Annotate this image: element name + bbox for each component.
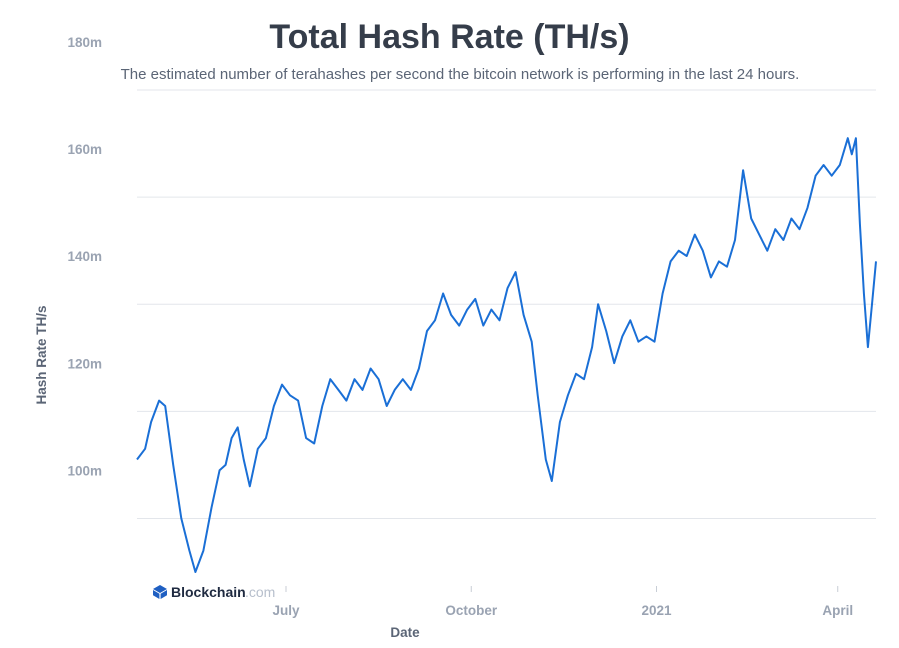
series-group (136, 137, 877, 573)
y-tick-label: 160m (67, 142, 102, 157)
x-axis-label: Date (390, 625, 420, 640)
brand-suffix: .com (245, 584, 275, 600)
x-tick-label: July (273, 603, 301, 618)
y-tick-label: 120m (67, 356, 102, 371)
y-axis-label: Hash Rate TH/s (34, 305, 49, 404)
brand-watermark: Blockchain .com (153, 584, 275, 600)
y-tick-label: 100m (67, 463, 102, 478)
x-tick-label: April (822, 603, 853, 618)
y-axis-ticks: 100m 120m 140m 160m 180m (67, 35, 102, 478)
y-tick-label: 180m (67, 35, 102, 50)
x-axis-ticks: July October 2021 April (273, 586, 853, 618)
chart-title: Total Hash Rate (TH/s) (269, 18, 630, 56)
blockchain-logo-icon (153, 585, 167, 599)
chart-subtitle: The estimated number of terahashes per s… (120, 66, 800, 83)
grid-lines (137, 89, 876, 519)
x-tick-label: 2021 (641, 603, 672, 618)
series-line-0 (136, 137, 877, 573)
y-tick-label: 140m (67, 249, 102, 264)
brand-name: Blockchain (171, 584, 246, 600)
x-tick-label: October (445, 603, 498, 618)
